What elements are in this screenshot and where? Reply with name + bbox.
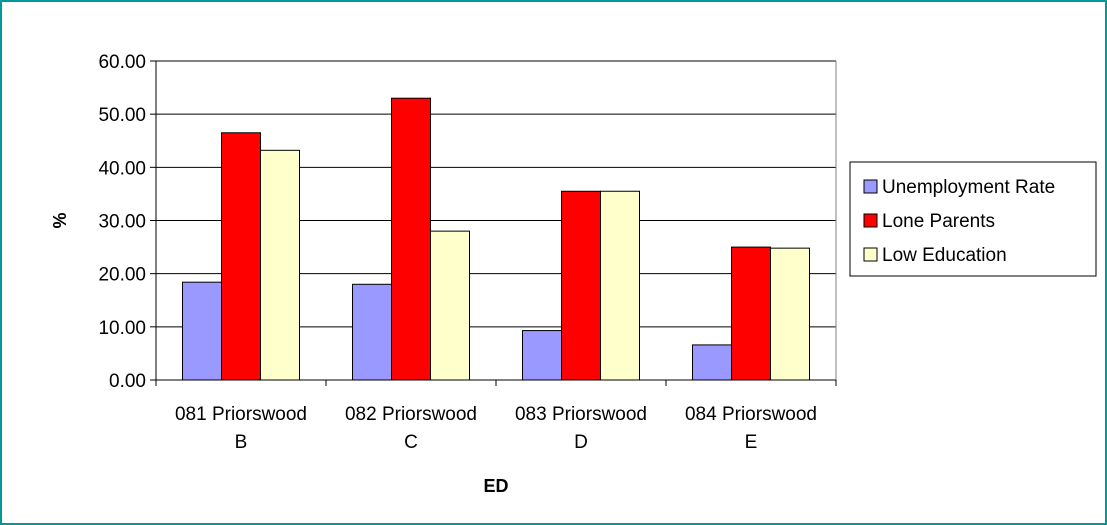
x-category-label: E [745, 432, 758, 453]
x-category-label: 082 Priorswood [345, 404, 477, 425]
y-tick-label: 50.00 [98, 105, 146, 126]
bar-lone-parents [561, 190, 601, 381]
legend-swatch [863, 213, 878, 228]
y-tick-label: 30.00 [98, 212, 146, 233]
legend-label: Low Education [882, 245, 1007, 266]
y-axis-title: % [50, 212, 70, 228]
axes: 0.00 10.00 20.00 30.00 40.00 50.00 60.00 081 Pr… [98, 52, 837, 453]
x-category-label: 081 Priorswood [175, 404, 307, 425]
y-tick-label: 60.00 [98, 52, 146, 73]
bar-unemployment-rate [692, 344, 732, 381]
bar-lone-parents [731, 246, 771, 381]
legend-swatch [863, 179, 878, 194]
x-category-label: 083 Priorswood [515, 404, 647, 425]
bar-unemployment-rate [522, 330, 562, 381]
x-category-label: 084 Priorswood [685, 404, 817, 425]
legend-label: Lone Parents [882, 211, 995, 232]
x-axis-title: ED [483, 476, 508, 496]
bar-unemployment-rate [182, 281, 222, 381]
bars [182, 97, 810, 381]
legend-swatch [863, 247, 878, 262]
legend: Unemployment Rate Lone Parents Low Educati… [849, 161, 1097, 277]
bar-unemployment-rate [352, 283, 392, 381]
y-tick-label: 20.00 [98, 265, 146, 286]
y-tick-label: 40.00 [98, 158, 146, 179]
bar-low-education [770, 247, 810, 381]
bar-low-education [260, 149, 300, 381]
y-tick-label: 0.00 [109, 371, 146, 392]
bar-low-education [600, 190, 640, 381]
bar-lone-parents [221, 132, 261, 381]
legend-box [849, 161, 1097, 277]
legend-label: Unemployment Rate [882, 177, 1055, 198]
x-category-label: D [574, 432, 588, 453]
x-category-label: B [235, 432, 248, 453]
x-category-label: C [404, 432, 418, 453]
bar-low-education [430, 230, 470, 381]
y-tick-label: 10.00 [98, 318, 146, 339]
bar-lone-parents [391, 97, 431, 381]
